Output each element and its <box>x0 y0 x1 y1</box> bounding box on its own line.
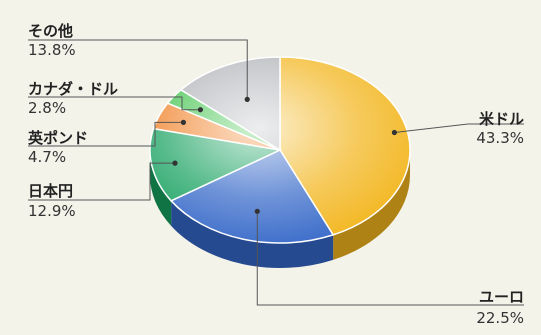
label-eur-name: ユーロ <box>479 288 524 306</box>
leader-dot-eur <box>254 208 260 214</box>
pie-side-eur <box>171 200 334 268</box>
label-other-name: その他 <box>28 22 73 40</box>
leader-dot-other <box>244 96 250 102</box>
label-usd-name: 米ドル <box>479 110 524 128</box>
label-gbp-name: 英ポンド <box>28 129 88 147</box>
leader-line-usd <box>394 123 524 134</box>
leader-dot-jpy <box>172 160 178 166</box>
leader-lines <box>28 39 524 306</box>
label-eur-value: 22.5% <box>476 309 524 327</box>
label-gbp: 英ポンド 4.7% <box>28 129 88 166</box>
leader-line-gbp <box>28 121 184 147</box>
leader-dot-cad <box>197 107 204 113</box>
label-cad: カナダ・ドル 2.8% <box>28 80 118 117</box>
label-cad-value: 2.8% <box>28 99 66 117</box>
leader-line-other <box>28 39 248 100</box>
label-eur: ユーロ 22.5% <box>476 288 524 327</box>
label-usd: 米ドル 43.3% <box>476 110 524 147</box>
leader-line-jpy <box>28 162 175 201</box>
pie-side-usd <box>333 150 410 260</box>
label-jpy: 日本円 12.9% <box>28 182 76 220</box>
leader-dot-usd <box>391 129 398 136</box>
leader-line-cad <box>28 96 201 111</box>
leader-dot-gbp <box>180 119 187 125</box>
label-other: その他 13.8% <box>28 22 76 59</box>
label-usd-value: 43.3% <box>476 129 524 147</box>
label-cad-name: カナダ・ドル <box>28 80 118 98</box>
label-other-value: 13.8% <box>28 41 76 59</box>
leader-line-eur <box>256 211 524 306</box>
label-jpy-value: 12.9% <box>28 202 76 220</box>
pie-highlight <box>150 57 410 243</box>
label-jpy-name: 日本円 <box>28 182 73 200</box>
label-gbp-value: 4.7% <box>28 148 66 166</box>
